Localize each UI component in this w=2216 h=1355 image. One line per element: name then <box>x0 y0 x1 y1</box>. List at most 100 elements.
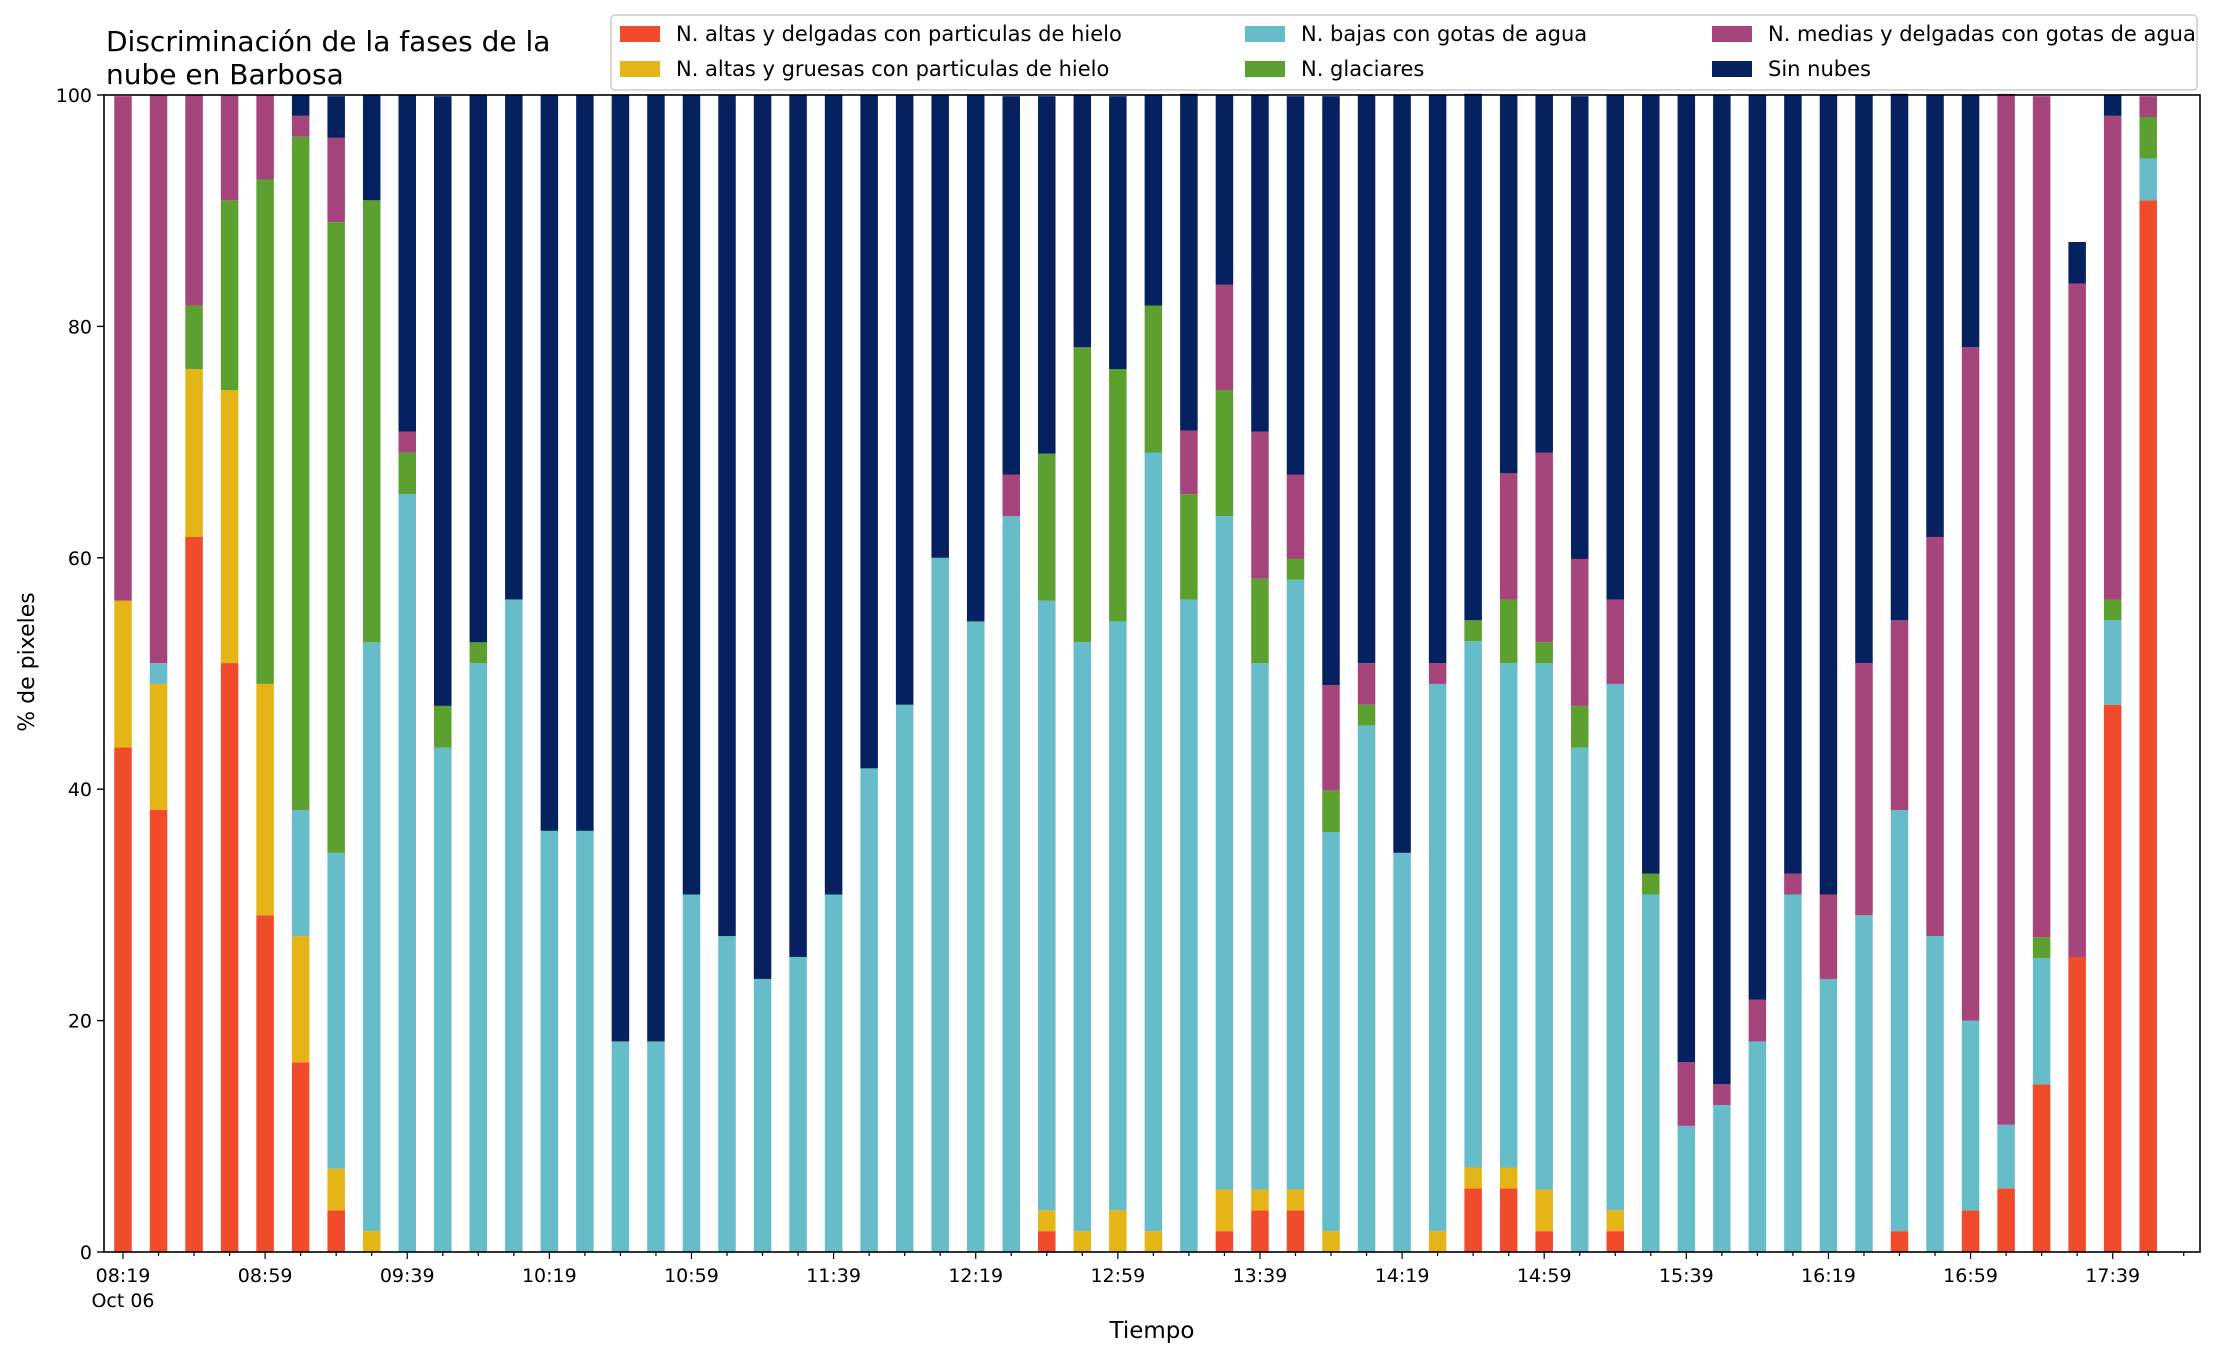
bar-segment-3-41 <box>1570 705 1589 748</box>
bar-segment-0-56 <box>2103 704 2122 1252</box>
bar-segment-0-5 <box>291 1062 310 1252</box>
bar-segment-4-54 <box>2032 96 2051 938</box>
bar-segment-2-16 <box>682 894 701 1252</box>
bar-segment-2-5 <box>291 810 310 937</box>
bar-segment-3-3 <box>220 200 239 391</box>
bar-segment-2-40 <box>1535 663 1553 1190</box>
bar-segment-5-52 <box>1961 95 1980 348</box>
bar-segment-5-11 <box>505 95 523 600</box>
x-tick-label-6: 12:19 <box>948 1265 1003 1287</box>
bar-segment-2-13 <box>576 830 594 1252</box>
bar-segment-3-9 <box>434 705 452 748</box>
bar-segment-4-5 <box>291 115 310 137</box>
bar-segment-4-57 <box>2139 96 2157 117</box>
bar-segment-2-17 <box>718 936 736 1252</box>
bar-segment-2-8 <box>398 494 416 1252</box>
bar-segment-3-28 <box>1109 369 1127 622</box>
bar-segment-3-31 <box>1215 390 1234 517</box>
bar-segment-2-51 <box>1926 936 1944 1252</box>
bar-segment-4-2 <box>185 95 203 306</box>
bar-segment-2-10 <box>469 663 488 1252</box>
bar-segment-2-7 <box>362 642 381 1232</box>
legend-label-4: N. medias y delgadas con gotas de agua <box>1768 22 2196 46</box>
bar-segment-5-24 <box>966 95 985 622</box>
bar-segment-4-8 <box>398 431 416 453</box>
bar-segment-4-52 <box>1961 347 1980 1021</box>
bar-segment-2-37 <box>1428 683 1447 1232</box>
bar-segment-5-8 <box>398 95 416 432</box>
bar-segment-5-36 <box>1393 95 1411 853</box>
bar-segment-2-38 <box>1464 641 1482 1168</box>
bar-segment-5-22 <box>895 95 914 705</box>
bar-segment-1-39 <box>1499 1167 1518 1189</box>
bar-segment-1-42 <box>1606 1210 1625 1232</box>
bar-segment-1-6 <box>327 1168 345 1211</box>
bar-segment-3-27 <box>1073 347 1092 643</box>
bar-segment-4-55 <box>2068 283 2086 957</box>
bar-segment-1-0 <box>114 600 132 748</box>
legend-label-0: N. altas y delgadas con particulas de hi… <box>676 22 1122 46</box>
legend-label-3: N. glaciares <box>1301 57 1424 81</box>
bar-segment-4-31 <box>1215 284 1234 391</box>
bar-segment-2-24 <box>966 621 985 1252</box>
bar-segment-2-52 <box>1961 1020 1980 1211</box>
bar-segment-0-33 <box>1286 1210 1305 1252</box>
bar-segment-5-20 <box>824 95 843 895</box>
bar-segment-1-38 <box>1464 1167 1482 1189</box>
y-tick-label-2: 40 <box>68 779 92 801</box>
x-tick-label-11: 15:39 <box>1659 1265 1714 1287</box>
bar-segment-1-2 <box>185 369 203 537</box>
bar-segment-1-3 <box>220 390 239 664</box>
bar-segment-3-8 <box>398 452 416 495</box>
y-tick-label-3: 60 <box>68 548 92 570</box>
bar-segment-0-6 <box>327 1210 345 1252</box>
x-tick-label-14: 17:39 <box>2085 1265 2140 1287</box>
bar-segment-2-53 <box>1997 1124 2015 1189</box>
bar-segment-2-41 <box>1570 747 1589 1252</box>
bar-segment-2-27 <box>1073 642 1092 1232</box>
bar-segment-3-34 <box>1322 790 1340 833</box>
bar-segment-2-39 <box>1499 663 1518 1168</box>
bar-segment-5-21 <box>860 95 878 769</box>
y-axis-label: % de pixeles <box>15 592 40 731</box>
bar-segment-0-32 <box>1251 1210 1269 1252</box>
bar-segment-4-51 <box>1926 536 1944 937</box>
x-tick-label-13: 16:59 <box>1943 1265 1998 1287</box>
bar-segment-0-3 <box>220 663 239 1252</box>
bar-segment-2-22 <box>895 704 914 1252</box>
legend-box <box>610 14 2198 91</box>
x-tick-sublabel-0: Oct 06 <box>91 1290 154 1312</box>
bar-segment-2-26 <box>1038 600 1056 1211</box>
bar-segment-4-4 <box>256 95 274 180</box>
bar-segment-2-15 <box>647 1041 665 1252</box>
y-axis: 0 20 40 60 80 100 <box>56 85 104 1264</box>
bar-segment-2-29 <box>1144 452 1163 1232</box>
bar-segment-2-45 <box>1713 1105 1731 1252</box>
bar-segment-5-51 <box>1926 95 1944 537</box>
x-tick-label-10: 14:59 <box>1517 1265 1572 1287</box>
legend-swatch-1 <box>620 61 660 77</box>
bar-segment-3-38 <box>1464 620 1482 642</box>
x-tick-label-7: 12:59 <box>1090 1265 1145 1287</box>
bar-segment-3-7 <box>362 200 381 643</box>
bar-segment-4-44 <box>1677 1062 1696 1126</box>
bar-segment-5-27 <box>1073 95 1092 348</box>
x-tick-label-9: 14:19 <box>1375 1265 1430 1287</box>
bar-segment-4-32 <box>1251 431 1269 579</box>
bar-segment-5-23 <box>931 95 949 558</box>
bar-segment-4-35 <box>1357 663 1376 705</box>
bar-segment-3-30 <box>1180 494 1198 600</box>
bar-segment-4-49 <box>1855 663 1873 916</box>
bar-segment-5-48 <box>1819 95 1838 895</box>
bar-segment-3-10 <box>469 642 488 664</box>
bar-segment-5-26 <box>1038 96 1056 454</box>
bar-segment-2-49 <box>1855 915 1873 1252</box>
bar-segment-5-30 <box>1180 93 1198 431</box>
bar-segment-1-26 <box>1038 1210 1056 1232</box>
bar-segment-1-1 <box>149 683 168 811</box>
legend-label-1: N. altas y gruesas con particulas de hie… <box>676 57 1109 81</box>
bar-segment-4-3 <box>220 95 239 201</box>
legend-label-2: N. bajas con gotas de agua <box>1301 22 1587 46</box>
bar-segment-5-37 <box>1428 95 1447 664</box>
